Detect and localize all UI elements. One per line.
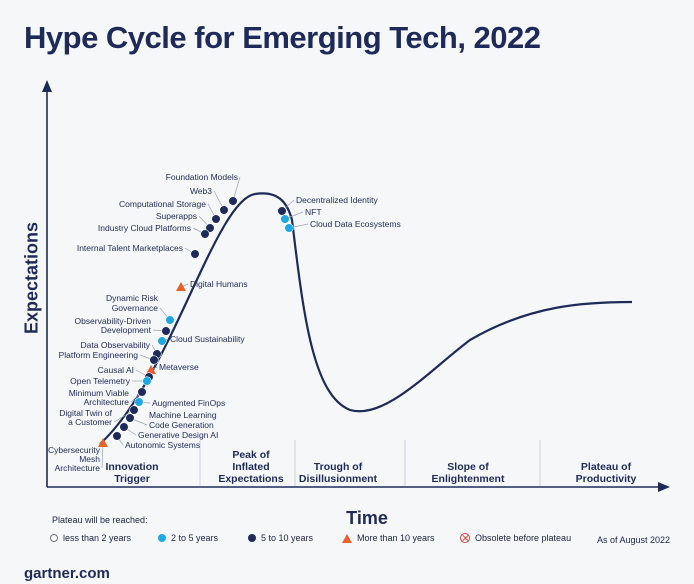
- brand-logo-text: gartner.com: [24, 565, 110, 582]
- obsolete-x-circle-icon: [460, 533, 470, 543]
- x-axis-label: Time: [346, 508, 388, 528]
- label-observability-driven-development: Observability-Driven Development: [74, 316, 151, 335]
- marker-digital-humans: [176, 282, 186, 291]
- label-internal-talent-marketplaces: Internal Talent Marketplaces: [77, 243, 183, 253]
- marker-generative-design-ai: [119, 422, 129, 432]
- marker-machine-learning-code-generation: [125, 413, 135, 423]
- white-circle-icon: [50, 534, 58, 542]
- marker-cloud-data-ecosystems: [284, 223, 294, 233]
- marker-superapps: [205, 223, 215, 233]
- label-machine-learning-code-generation: Machine Learning Code Generation: [149, 410, 217, 430]
- legend-label: 2 to 5 years: [171, 533, 219, 543]
- legend: less than 2 years 2 to 5 years 5 to 10 y…: [50, 533, 680, 547]
- marker-internal-talent-marketplaces: [190, 249, 200, 259]
- label-decentralized-identity: Decentralized Identity: [296, 195, 378, 205]
- orange-triangle-icon: [342, 533, 352, 543]
- legend-label: less than 2 years: [63, 533, 132, 543]
- phase-label: Plateau of Productivity: [576, 461, 637, 485]
- legend-item-2-to-5-years: 2 to 5 years: [158, 533, 218, 543]
- marker-minimum-viable-architecture: [137, 387, 147, 397]
- label-superapps: Superapps: [156, 211, 197, 221]
- marker-digital-twin-of-a-customer: [129, 405, 139, 415]
- label-metaverse: Metaverse: [159, 362, 199, 372]
- as-of-date: As of August 2022: [596, 535, 670, 545]
- label-industry-cloud-platforms: Industry Cloud Platforms: [98, 223, 191, 233]
- phase-label: Innovation Trigger: [105, 461, 158, 485]
- y-axis-arrow-icon: [42, 80, 52, 92]
- label-digital-humans: Digital Humans: [190, 279, 248, 289]
- marker-open-telemetry: [142, 376, 152, 386]
- marker-platform-engineering: [149, 355, 159, 365]
- marker-decentralized-identity: [277, 206, 287, 216]
- label-digital-twin-of-a-customer: Digital Twin of a Customer: [59, 408, 112, 427]
- label-computational-storage: Computational Storage: [119, 199, 206, 209]
- label-foundation-models: Foundation Models: [166, 172, 238, 182]
- label-cloud-sustainability: Cloud Sustainability: [170, 334, 245, 344]
- label-data-observability: Data Observability: [81, 340, 151, 350]
- light-blue-circle-icon: [158, 534, 166, 542]
- legend-label: More than 10 years: [357, 533, 435, 543]
- phase-label: Slope of Enlightenment: [432, 461, 505, 485]
- dark-blue-circle-icon: [248, 534, 256, 542]
- hype-curve-line: [99, 192, 633, 445]
- label-platform-engineering: Platform Engineering: [59, 350, 139, 360]
- x-axis-arrow-icon: [658, 482, 670, 492]
- legend-item-obsolete: Obsolete before plateau: [460, 533, 571, 543]
- legend-item-more-than-10-years: More than 10 years: [342, 533, 435, 543]
- chart-title: Hype Cycle for Emerging Tech, 2022: [24, 20, 541, 55]
- label-cybersecurity-mesh-architecture: Cybersecurity Mesh Architecture: [48, 445, 101, 473]
- label-augmented-finops: Augmented FinOps: [152, 398, 225, 408]
- marker-foundation-models: [228, 196, 238, 206]
- label-open-telemetry: Open Telemetry: [70, 376, 131, 386]
- marker-computational-storage: [211, 214, 221, 224]
- label-generative-design-ai: Generative Design AI: [138, 430, 218, 440]
- phase-label: Peak of Inflated Expectations: [218, 449, 284, 485]
- label-cloud-data-ecosystems: Cloud Data Ecosystems: [310, 219, 401, 229]
- legend-label: 5 to 10 years: [261, 533, 314, 543]
- legend-caption: Plateau will be reached:: [52, 515, 148, 525]
- marker-nft: [280, 214, 290, 224]
- label-minimum-viable-architecture: Minimum Viable Architecture: [69, 388, 130, 407]
- marker-autonomic-systems: [112, 431, 122, 441]
- marker-cloud-sustainability: [157, 336, 167, 346]
- legend-item-less-than-2-years: less than 2 years: [50, 533, 131, 543]
- label-causal-ai: Causal AI: [98, 365, 134, 375]
- label-autonomic-systems: Autonomic Systems: [125, 440, 200, 450]
- leader-line: [101, 442, 104, 469]
- marker-industry-cloud-platforms: [200, 229, 210, 239]
- marker-dynamic-risk-governance: [165, 315, 175, 325]
- marker-cybersecurity-mesh-architecture: [98, 438, 108, 447]
- label-dynamic-risk-governance: Dynamic Risk Governance: [106, 293, 159, 313]
- marker-augmented-finops: [134, 397, 144, 407]
- marker-metaverse: [146, 365, 156, 374]
- marker-observability-driven-development: [161, 326, 171, 336]
- phase-label: Trough of Disillusionment: [299, 461, 378, 485]
- legend-item-5-to-10-years: 5 to 10 years: [248, 533, 313, 543]
- legend-label: Obsolete before plateau: [475, 533, 572, 543]
- label-nft: NFT: [305, 207, 322, 217]
- label-web3: Web3: [190, 186, 212, 196]
- marker-web3: [219, 205, 229, 215]
